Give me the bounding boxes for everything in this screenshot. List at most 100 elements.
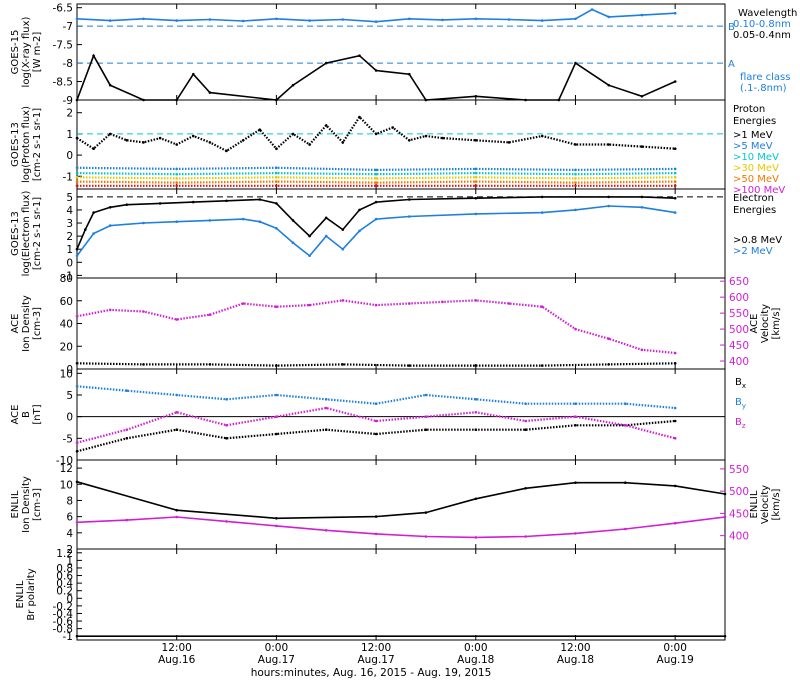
data-point <box>258 220 262 223</box>
data-point <box>374 217 378 221</box>
x-tick-date: Aug.17 <box>258 654 295 666</box>
y2-axis-label: [km/s] <box>771 307 782 339</box>
data-point <box>441 136 444 140</box>
data-point <box>474 411 478 414</box>
data-point <box>175 318 178 321</box>
data-point <box>673 147 677 150</box>
data-point <box>358 208 361 212</box>
y-axis-label: [cm-2 s-1 sr-1] <box>32 108 43 181</box>
data-point <box>275 171 278 175</box>
panel-frame <box>76 368 726 461</box>
data-point <box>175 181 178 184</box>
data-point <box>424 428 428 432</box>
y2-tick-label: 650 <box>729 276 749 288</box>
panel-frame <box>76 548 726 641</box>
data-point <box>574 402 577 406</box>
data-point <box>92 54 95 57</box>
data-point <box>324 529 328 532</box>
legend-entry: >30 MeV <box>733 163 779 174</box>
data-point <box>175 411 178 414</box>
y-tick-label: -8 <box>63 58 73 70</box>
data-point <box>358 54 361 57</box>
data-point <box>673 180 677 183</box>
data-point <box>291 241 295 244</box>
data-point <box>225 149 228 153</box>
legend-title: Energies <box>733 205 776 216</box>
y-axis-label: Ion Density <box>21 476 32 533</box>
data-point <box>574 143 577 146</box>
data-point <box>673 80 677 83</box>
data-point <box>673 419 677 423</box>
data-point <box>673 362 677 365</box>
data-point <box>424 511 428 514</box>
data-point <box>75 480 79 484</box>
data-point <box>275 176 278 179</box>
data-point <box>92 211 95 214</box>
data-point <box>574 184 577 188</box>
flare-class-label: B <box>728 22 735 33</box>
data-point <box>175 19 178 22</box>
data-point <box>175 515 178 519</box>
y-tick-label: 0 <box>66 364 73 376</box>
y-tick-label: 0.6 <box>56 571 73 583</box>
data-point <box>540 211 544 214</box>
data-point <box>75 521 79 524</box>
y-tick-label: 2 <box>66 108 73 120</box>
data-point <box>474 184 478 188</box>
data-point <box>341 141 345 144</box>
data-point <box>308 143 311 146</box>
data-point <box>175 143 178 146</box>
legend-title: Proton <box>733 104 765 115</box>
y-tick-label: 10 <box>60 368 73 380</box>
y2-axis-label: Velocity <box>760 485 771 524</box>
data-point <box>574 424 577 427</box>
data-point <box>275 227 278 230</box>
data-point <box>341 228 345 231</box>
data-point <box>474 299 478 302</box>
data-point <box>241 302 245 305</box>
y-axis-label: [cm-3] <box>32 488 43 521</box>
data-point <box>424 393 428 397</box>
legend-entry: 0.05-0.4nm <box>733 30 791 41</box>
legend-entry: >0.8 MeV <box>733 235 782 246</box>
x-tick-date: Aug.17 <box>357 654 394 666</box>
data-point <box>574 327 577 331</box>
y-axis-label: [cm-3] <box>32 307 43 340</box>
data-point <box>275 524 278 528</box>
y2-tick-label: 500 <box>729 324 749 336</box>
data-point <box>208 363 212 366</box>
data-point <box>624 527 627 531</box>
data-point <box>474 17 478 21</box>
y-axis-label: GOES-13 <box>10 211 21 256</box>
y-axis-label: ACE <box>10 314 21 334</box>
data-point <box>408 215 411 218</box>
data-point <box>673 484 677 488</box>
data-point <box>324 406 328 410</box>
y-tick-label: 0.4 <box>56 578 73 590</box>
series-line <box>76 8 676 23</box>
data-point <box>275 180 278 183</box>
data-point <box>175 172 178 176</box>
data-point <box>607 337 610 341</box>
y-axis-label: log(X-ray flux) <box>21 16 32 87</box>
legend-title: Electron <box>733 193 774 204</box>
y-axis-label: B <box>21 411 32 418</box>
y-tick-label: 1 <box>66 129 73 141</box>
y-tick-label: 8 <box>66 495 73 507</box>
y-tick-label: -1 <box>63 631 73 643</box>
y-tick-label: 0.8 <box>56 563 73 575</box>
y-tick-label: 2 <box>66 231 73 243</box>
data-point <box>275 305 278 309</box>
data-point <box>225 520 228 523</box>
legend-title: Wavelength <box>738 8 797 19</box>
data-point <box>374 177 378 180</box>
data-point <box>408 198 411 201</box>
y-tick-label: 80 <box>60 273 73 285</box>
data-point <box>125 437 129 440</box>
data-point <box>275 184 278 188</box>
data-point <box>75 634 79 638</box>
data-point <box>574 172 577 176</box>
flare-class-label: A <box>728 59 735 70</box>
legend-entry: >100 MeV <box>733 185 785 196</box>
data-point <box>142 141 145 144</box>
